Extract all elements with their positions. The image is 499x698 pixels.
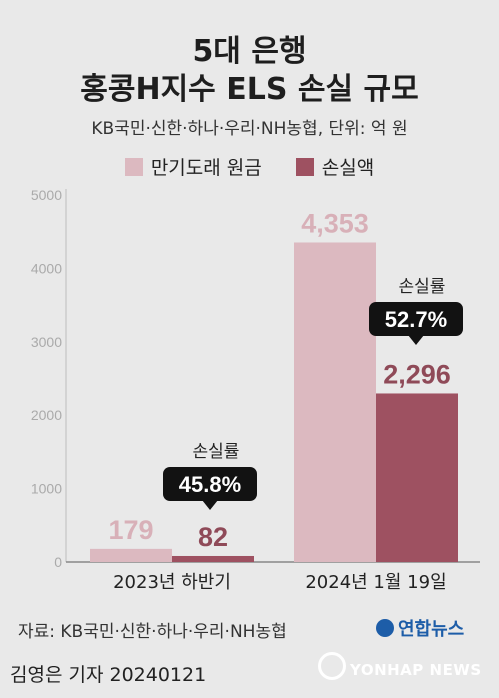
legend-item-principal: 만기도래 원금 — [124, 153, 262, 180]
chart-subtitle: KB국민·신한·하나·우리·NH농협, 단위: 억 원 — [91, 119, 408, 139]
brand-globe-icon — [376, 619, 394, 637]
y-tick-label-2: 2000 — [31, 407, 62, 423]
bar-value-label-principal-1: 4,353 — [301, 208, 369, 238]
y-tick-label-0: 0 — [54, 554, 62, 570]
annotation-box-1 — [369, 302, 463, 336]
source-note: 자료: KB국민·신한·하나·우리·NH농협 — [18, 622, 287, 642]
legend: 만기도래 원금 손실액 — [0, 153, 499, 180]
bar-principal-0 — [90, 548, 172, 562]
bar-chart: 0 1000 2000 3000 4000 5000 179 82 2023년 하반기 4,353… — [31, 187, 480, 593]
annotation-pointer-0 — [202, 500, 218, 510]
legend-swatch-loss — [295, 157, 314, 176]
legend-item-loss: 손실액 — [295, 153, 375, 180]
chart-title-line1: 5대 은행 — [192, 34, 307, 69]
annotation-caption-1: 손실률 — [399, 277, 446, 297]
y-tick-label-5: 5000 — [31, 187, 62, 203]
watermark-text: YONHAP NEWS — [350, 661, 482, 679]
reporter-credit: 김영은 기자 20240121 — [10, 664, 207, 686]
chart-title-line2: 홍콩H지수 ELS 손실 규모 — [80, 72, 419, 107]
y-tick-label-3: 3000 — [31, 334, 62, 350]
annotation-value-1: 52.7% — [385, 307, 447, 332]
x-category-label-0: 2023년 하반기 — [113, 572, 231, 593]
annotation-pointer-1 — [408, 335, 424, 345]
y-tick-label-4: 4000 — [31, 260, 62, 276]
legend-swatch-principal — [124, 157, 143, 176]
annotation-box-0 — [163, 467, 257, 501]
bar-value-label-loss-0: 82 — [198, 522, 228, 552]
y-tick-label-1: 1000 — [31, 481, 62, 497]
bar-loss-0 — [172, 555, 254, 562]
bar-value-label-principal-0: 179 — [108, 515, 153, 545]
annotation-value-0: 45.8% — [179, 472, 241, 497]
annotation-caption-0: 손실률 — [193, 442, 240, 462]
x-category-label-1: 2024년 1월 19일 — [305, 572, 446, 593]
bar-principal-1 — [294, 242, 376, 562]
bar-loss-1 — [376, 393, 458, 562]
brand-name: 연합뉴스 — [398, 619, 465, 640]
legend-label-principal: 만기도래 원금 — [150, 157, 262, 179]
bar-value-label-loss-1: 2,296 — [383, 359, 451, 389]
watermark-logo-icon — [318, 652, 346, 680]
brand-logo: 연합뉴스 — [376, 615, 464, 641]
legend-label-loss: 손실액 — [321, 157, 375, 179]
